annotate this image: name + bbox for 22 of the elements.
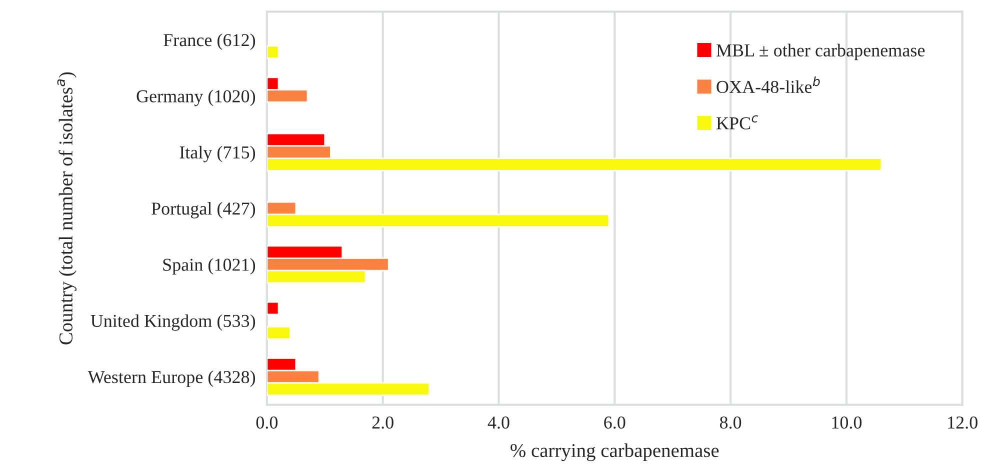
y-tick-label: United Kingdom (533) (90, 314, 256, 331)
legend-label: KPC$^{c}$ (716, 115, 758, 130)
x-tick-label: 8.0 (720, 416, 742, 429)
x-tick-label: 2.0 (372, 416, 394, 429)
x-tick-label: 10.0 (832, 416, 862, 429)
x-tick-label: 6.0 (604, 416, 626, 429)
bar (266, 301, 280, 316)
y-tick-label: Italy (715) (180, 146, 256, 162)
legend-label: OXA-48-like$^{b}$ (716, 76, 820, 94)
bar (266, 45, 280, 60)
y-axis-title: Country (total number of isolates$^{a}$) (57, 72, 77, 344)
x-axis-title: % carrying carbapenemase (510, 443, 719, 462)
x-tick-label: 4.0 (488, 416, 510, 429)
y-tick-label: Western Europe (4328) (88, 370, 256, 387)
x-tick-label: 12.0 (948, 416, 978, 429)
y-tick-label: Portugal (427) (152, 202, 256, 218)
y-tick-label: Germany (1020) (136, 90, 256, 106)
bar (266, 326, 291, 340)
y-tick-label: Spain (1021) (163, 258, 256, 275)
x-tick-label: 0.0 (256, 416, 278, 429)
legend-label: MBL ± other carbapenemase (716, 44, 925, 60)
y-tick-label: France (612) (164, 34, 256, 50)
